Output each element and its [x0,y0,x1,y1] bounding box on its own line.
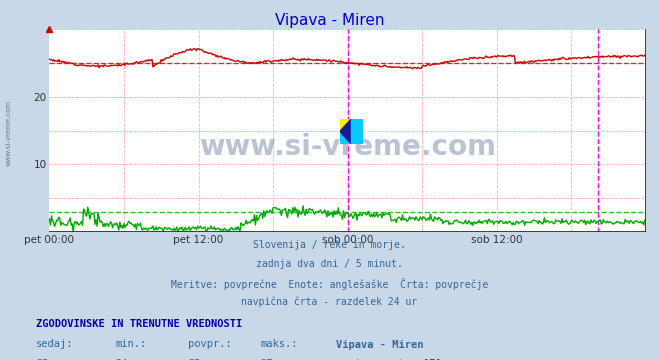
Text: Vipava - Miren: Vipava - Miren [275,13,384,28]
Text: 24: 24 [115,359,128,360]
Text: Vipava - Miren: Vipava - Miren [336,339,424,350]
Text: maks.:: maks.: [260,339,298,350]
Polygon shape [340,131,351,144]
Text: www.si-vreme.com: www.si-vreme.com [5,100,12,166]
Polygon shape [351,119,363,144]
Text: sedaj:: sedaj: [36,339,74,350]
Text: navpična črta - razdelek 24 ur: navpična črta - razdelek 24 ur [241,297,418,307]
Text: min.:: min.: [115,339,146,350]
Text: www.si-vreme.com: www.si-vreme.com [199,133,496,161]
Polygon shape [340,119,351,144]
Text: povpr.:: povpr.: [188,339,231,350]
Text: Meritve: povprečne  Enote: anglešaške  Črta: povprečje: Meritve: povprečne Enote: anglešaške Črt… [171,278,488,290]
Polygon shape [340,119,351,131]
Text: ZGODOVINSKE IN TRENUTNE VREDNOSTI: ZGODOVINSKE IN TRENUTNE VREDNOSTI [36,319,243,329]
Text: temperatura[F]: temperatura[F] [355,359,442,360]
Text: 27: 27 [260,359,273,360]
Text: 25: 25 [36,359,49,360]
Text: Slovenija / reke in morje.: Slovenija / reke in morje. [253,240,406,251]
Text: zadnja dva dni / 5 minut.: zadnja dva dni / 5 minut. [256,259,403,269]
Text: 25: 25 [188,359,200,360]
